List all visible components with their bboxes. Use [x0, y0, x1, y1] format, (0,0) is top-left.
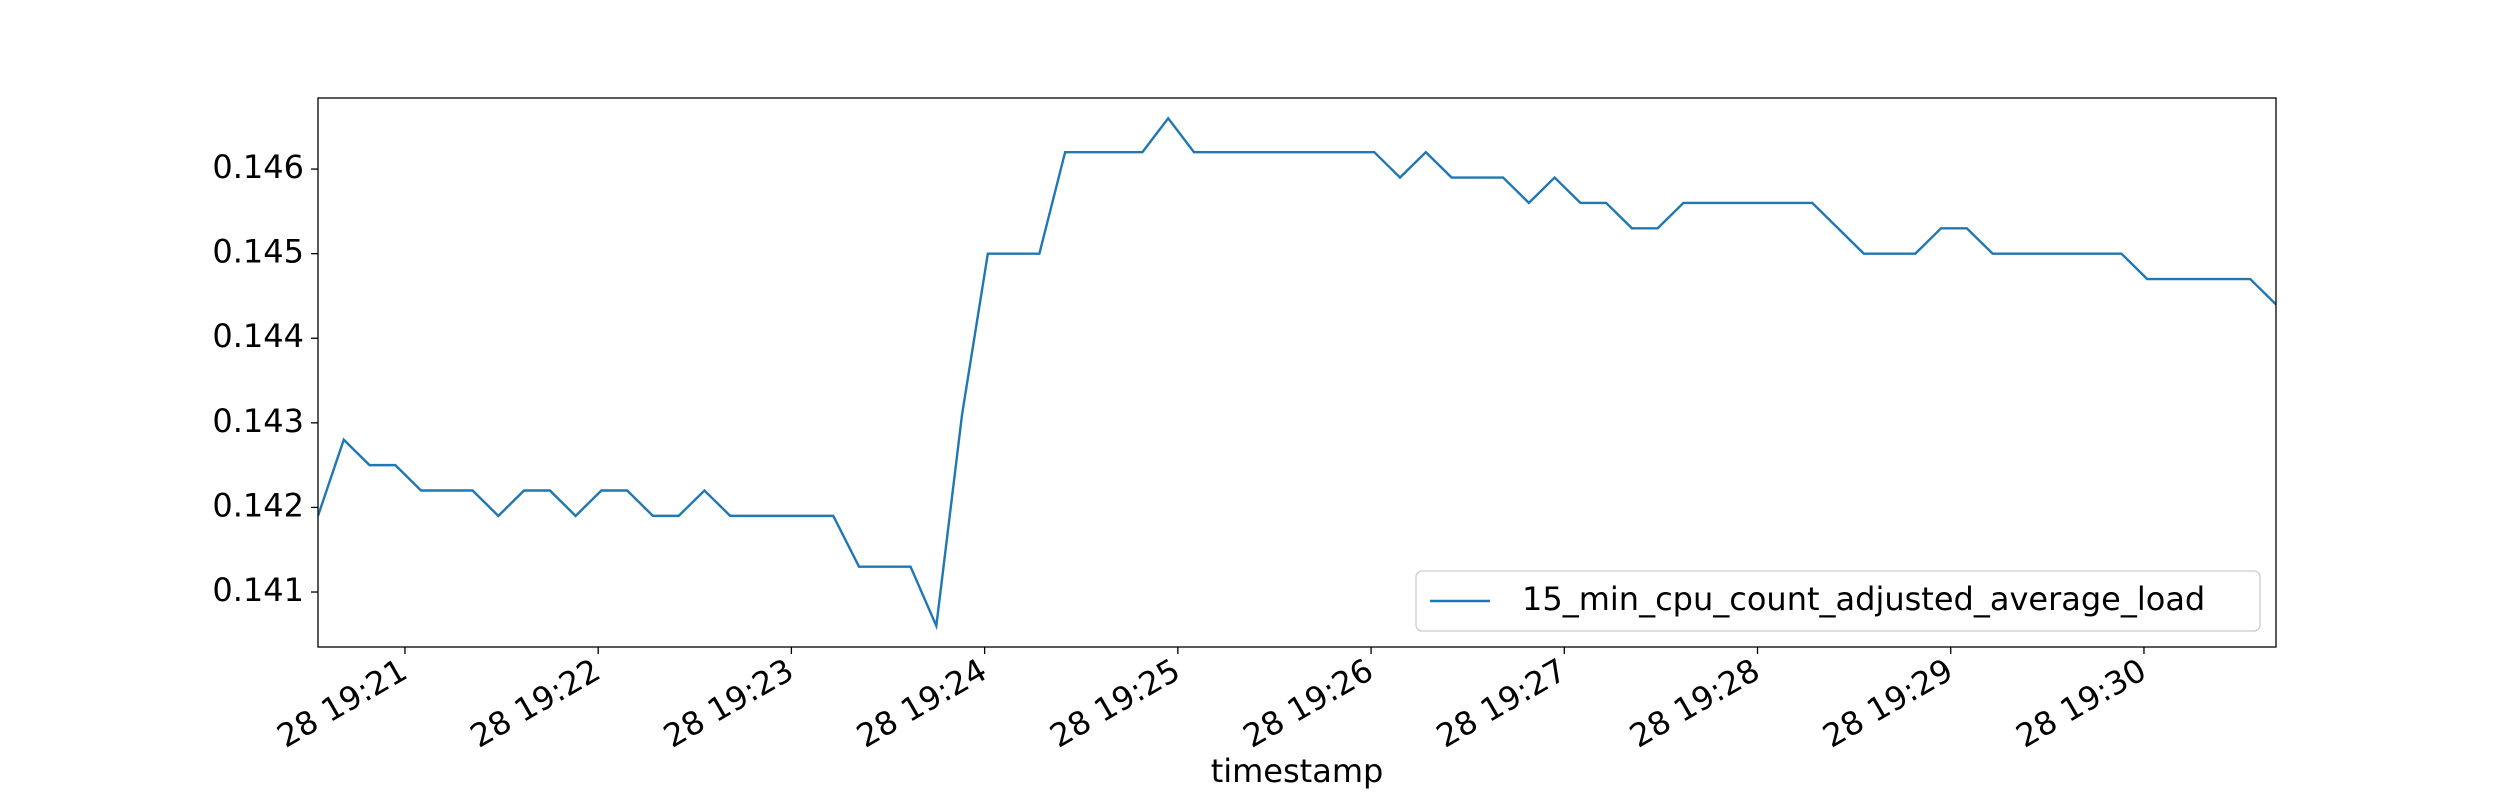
legend-box	[1415, 570, 2261, 632]
legend-label: 15_min_cpu_count_adjusted_average_load	[1522, 580, 2205, 618]
y-tick-label: 0.146	[212, 148, 304, 186]
data-line	[318, 116, 2276, 631]
y-tick-label: 0.142	[212, 486, 304, 524]
x-tick-label: 28 19:28	[1623, 651, 1766, 755]
x-tick-label: 28 19:25	[1043, 651, 1186, 755]
x-tick-label: 28 19:26	[1237, 651, 1380, 755]
x-tick-label: 28 19:30	[2010, 651, 2153, 755]
x-tick-label: 28 19:27	[1430, 651, 1573, 755]
y-tick-label: 0.144	[212, 317, 304, 355]
x-tick-label: 28 19:24	[850, 651, 993, 755]
x-tick-label: 28 19:21	[271, 651, 414, 755]
y-tick-label: 0.141	[212, 571, 304, 609]
x-tick-label: 28 19:22	[464, 651, 607, 755]
x-tick-label: 28 19:29	[1816, 651, 1959, 755]
y-tick-label: 0.145	[212, 233, 304, 271]
y-tick-label: 0.143	[212, 402, 304, 440]
plot-frame	[317, 97, 2277, 648]
x-tick-label: 28 19:23	[657, 651, 800, 755]
x-axis-label: timestamp	[1211, 752, 1384, 790]
